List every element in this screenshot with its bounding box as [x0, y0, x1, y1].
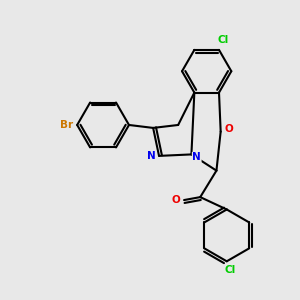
Text: O: O	[224, 124, 233, 134]
Text: Cl: Cl	[224, 265, 235, 275]
Text: Br: Br	[60, 120, 74, 130]
Text: N: N	[147, 151, 156, 161]
Text: Cl: Cl	[218, 35, 229, 46]
Text: O: O	[171, 195, 180, 205]
Text: N: N	[192, 152, 201, 162]
